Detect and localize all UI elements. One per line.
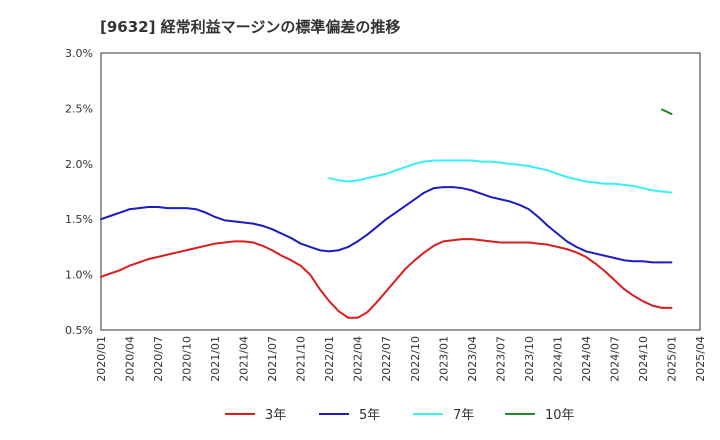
y-tick-label: 2.0%: [65, 158, 93, 171]
x-tick-label: 2024/01: [551, 336, 564, 382]
x-tick-label: 2023/01: [437, 336, 450, 382]
plot-frame: [100, 52, 701, 331]
legend-label: 3年: [265, 408, 286, 423]
x-tick-label: 2021/07: [266, 336, 279, 382]
legend-label: 7年: [453, 408, 474, 423]
x-tick-label: 2025/01: [665, 336, 678, 382]
x-tick-label: 2022/07: [380, 336, 393, 382]
x-tick-label: 2020/07: [152, 336, 165, 382]
y-tick-label: 1.5%: [65, 213, 93, 226]
x-tick-label: 2020/10: [181, 336, 194, 382]
series-line: [660, 108, 673, 115]
x-tick-label: 2020/01: [95, 336, 108, 382]
series-line: [100, 186, 673, 264]
legend: 3年 5年 7年 10年: [225, 408, 575, 423]
y-axis-ticks: 0.5% 1.0% 1.5% 2.0% 2.5% 3.0%: [65, 47, 93, 337]
x-tick-label: 2022/01: [323, 336, 336, 382]
y-tick-label: 1.0%: [65, 269, 93, 282]
x-tick-label: 2024/04: [580, 336, 593, 382]
x-tick-label: 2022/04: [352, 336, 365, 382]
chart-title: [9632] 経常利益マージンの標準偏差の推移: [100, 18, 401, 36]
x-tick-label: 2021/04: [238, 336, 251, 382]
series-line: [328, 159, 673, 194]
x-tick-label: 2023/04: [466, 336, 479, 382]
x-tick-label: 2021/10: [295, 336, 308, 382]
plot-border: [100, 52, 701, 331]
plot-area: [101, 53, 700, 330]
series-line: [100, 238, 673, 319]
x-tick-label: 2024/07: [608, 336, 621, 382]
x-axis-ticks: 2020/01 2020/04 2020/07 2020/10 2021/01 2021/…: [95, 336, 707, 382]
x-tick-label: 2020/04: [124, 336, 137, 382]
y-tick-label: 0.5%: [65, 324, 93, 337]
x-tick-label: 2022/10: [409, 336, 422, 382]
legend-label: 10年: [545, 408, 575, 423]
x-tick-label: 2025/04: [694, 336, 707, 382]
series-lines: [100, 108, 673, 319]
legend-label: 5年: [359, 408, 380, 423]
x-tick-label: 2024/10: [637, 336, 650, 382]
y-tick-label: 3.0%: [65, 47, 93, 60]
x-tick-label: 2021/01: [209, 336, 222, 382]
x-tick-label: 2023/07: [494, 336, 507, 382]
x-tick-label: 2023/10: [523, 336, 536, 382]
y-tick-label: 2.5%: [65, 102, 93, 115]
